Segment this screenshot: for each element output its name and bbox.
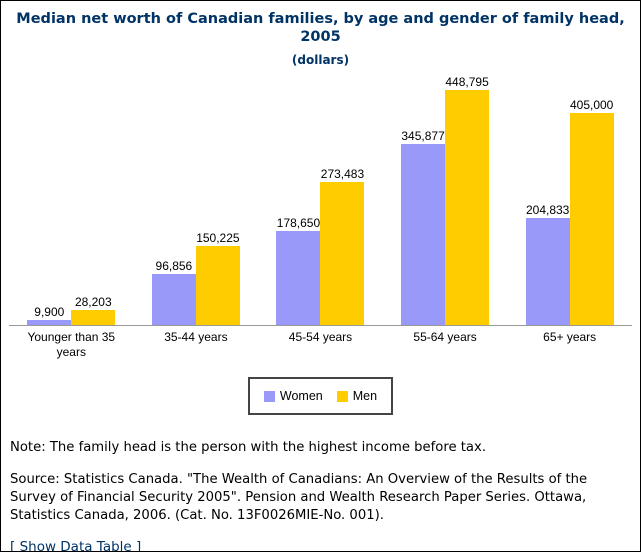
category-label: 65+ years bbox=[543, 330, 597, 344]
legend-label: Men bbox=[352, 389, 378, 403]
bar-value-label: 405,000 bbox=[569, 98, 614, 112]
bar-group: 204,833 405,000 bbox=[507, 76, 632, 325]
bar-wrap: 204,833 bbox=[525, 203, 570, 325]
bar-wrap: 9,900 bbox=[27, 305, 72, 325]
bar-wrap: 273,483 bbox=[320, 167, 365, 325]
men-swatch-icon bbox=[336, 390, 348, 402]
bar-wrap: 405,000 bbox=[569, 98, 614, 325]
plot-area: 9,900 28,203 96,856 150,225 178,650 273,483 34… bbox=[9, 75, 632, 326]
data-table-link-line: [ Show Data Table ] bbox=[10, 539, 631, 552]
bar-value-label: 96,856 bbox=[155, 259, 193, 273]
link-bracket-close: ] bbox=[131, 539, 142, 552]
bar-wrap: 150,225 bbox=[195, 231, 240, 325]
notes-section: Note: The family head is the person with… bbox=[1, 439, 640, 552]
show-data-table-link[interactable]: Show Data Table bbox=[19, 539, 132, 552]
category-label: 35-44 years bbox=[164, 330, 228, 344]
legend-item-women: Women bbox=[263, 389, 323, 403]
bar-wrap: 28,203 bbox=[71, 295, 116, 325]
women-bar bbox=[525, 218, 570, 325]
bar-wrap: 178,650 bbox=[276, 216, 321, 325]
bar-group: 345,877 448,795 bbox=[383, 75, 508, 325]
men-bar bbox=[71, 310, 116, 325]
legend-label: Women bbox=[279, 389, 323, 403]
category-label: 45-54 years bbox=[288, 330, 353, 344]
legend-row: Women Men bbox=[1, 377, 640, 415]
source-text: Source: Statistics Canada. "The Wealth o… bbox=[10, 472, 588, 523]
bar-value-label: 9,900 bbox=[34, 305, 65, 319]
category-label: 55-64 years bbox=[413, 330, 477, 344]
legend-box: Women Men bbox=[247, 377, 394, 415]
bar-value-label: 448,795 bbox=[445, 75, 489, 89]
women-swatch-icon bbox=[263, 390, 275, 402]
men-bar bbox=[320, 182, 365, 325]
women-bar bbox=[27, 320, 72, 325]
bar-group: 96,856 150,225 bbox=[134, 76, 259, 325]
bar-value-label: 150,225 bbox=[196, 231, 240, 245]
bar-wrap: 96,856 bbox=[151, 259, 196, 325]
bar-wrap: 345,877 bbox=[401, 129, 446, 325]
bar-group: 9,900 28,203 bbox=[9, 76, 134, 325]
category-axis: Younger than 35 years 35-44 years 45-54 ye… bbox=[9, 330, 632, 360]
bar-value-label: 345,877 bbox=[401, 129, 445, 143]
men-bar bbox=[195, 246, 240, 325]
bar-wrap: 448,795 bbox=[445, 75, 490, 325]
bar-value-label: 178,650 bbox=[276, 216, 321, 230]
link-bracket-open: [ bbox=[10, 539, 20, 552]
men-bar bbox=[445, 90, 490, 325]
legend-item-men: Men bbox=[336, 389, 378, 403]
chart-subtitle: (dollars) bbox=[291, 53, 350, 67]
bar-value-label: 204,833 bbox=[525, 203, 570, 217]
women-bar bbox=[151, 274, 196, 325]
men-bar bbox=[569, 113, 614, 325]
bar-value-label: 28,203 bbox=[74, 295, 112, 309]
bar-group: 178,650 273,483 bbox=[258, 76, 383, 325]
chart-title: Median net worth of Canadian families, b… bbox=[16, 11, 625, 45]
note-text: Note: The family head is the person with… bbox=[10, 440, 487, 455]
women-bar bbox=[276, 231, 321, 325]
category-label: Younger than 35 years bbox=[27, 330, 116, 359]
women-bar bbox=[401, 144, 446, 325]
bar-value-label: 273,483 bbox=[320, 167, 365, 181]
